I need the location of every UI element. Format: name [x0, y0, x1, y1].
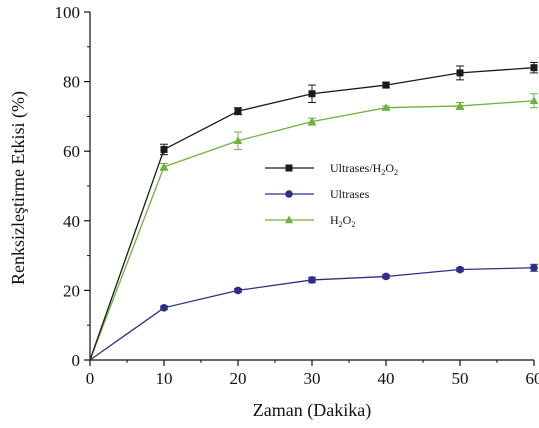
legend-item: H2O2 [265, 213, 355, 229]
data-point [160, 304, 168, 312]
series-layer [90, 62, 538, 360]
legend-marker [285, 190, 293, 198]
data-point [531, 64, 538, 71]
data-point [309, 90, 316, 97]
x-tick-label: 20 [230, 369, 247, 388]
x-tick-label: 0 [86, 369, 95, 388]
data-point [383, 82, 390, 89]
legend-marker [286, 165, 293, 172]
data-point [530, 96, 538, 104]
legend: Ultrases/H2O2 Ultrases H2O2 [265, 161, 398, 229]
y-tick-label: 0 [72, 351, 81, 370]
y-tick-label: 100 [55, 3, 81, 22]
y-tick-label: 40 [63, 212, 80, 231]
legend-label: Ultrases/H2O2 [330, 161, 398, 177]
x-tick-label: 50 [452, 369, 469, 388]
series-ultrases [90, 264, 538, 360]
y-tick-label: 60 [63, 142, 80, 161]
data-point [382, 273, 390, 281]
data-point [530, 264, 538, 272]
legend-label: Ultrases [330, 187, 370, 201]
legend-item: Ultrases/H2O2 [265, 161, 398, 177]
x-tick-label: 10 [156, 369, 173, 388]
data-point [308, 276, 316, 284]
y-axis-title: Renksizleştirme Etkisi (%) [8, 91, 29, 285]
data-point [234, 287, 242, 295]
y-tick-label: 20 [63, 281, 80, 300]
legend-item: Ultrases [265, 187, 370, 201]
series-h2o2 [90, 94, 538, 360]
data-point [456, 266, 464, 274]
series-ultrases-h2o2 [90, 62, 538, 360]
data-point [457, 69, 464, 76]
x-tick-label: 40 [378, 369, 395, 388]
x-axis-title: Zaman (Dakika) [253, 400, 371, 421]
data-point [235, 108, 242, 115]
legend-label: H2O2 [330, 213, 355, 229]
x-tick-label: 60 [526, 369, 539, 388]
x-tick-label: 30 [304, 369, 321, 388]
data-point [161, 146, 168, 153]
axes: 0 20 40 60 80 100 0 10 20 30 40 50 60 [55, 3, 539, 388]
y-tick-label: 80 [63, 73, 80, 92]
series-line [90, 101, 534, 360]
series-line [90, 68, 534, 360]
